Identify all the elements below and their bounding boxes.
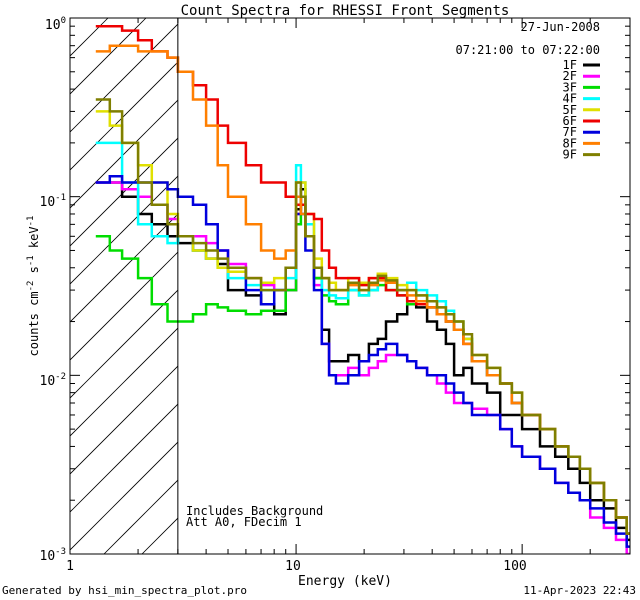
y-tick-label-3: 10-3 xyxy=(40,547,67,564)
excluded-energy-hatch xyxy=(70,18,640,554)
time-range-label: 07:21:00 to 07:22:00 xyxy=(456,43,601,57)
x-axis-label: Energy (keV) xyxy=(298,574,392,589)
annotation-background: Includes Background xyxy=(186,504,323,518)
legend-label-7f: 7F xyxy=(563,125,577,139)
date-label: 27-Jun-2008 xyxy=(521,20,600,34)
hatch-line xyxy=(446,18,640,554)
legend-label-6f: 6F xyxy=(563,114,577,128)
y-tick-label-2: 10-2 xyxy=(40,372,67,389)
legend-label-5f: 5F xyxy=(563,103,577,117)
hatch-line xyxy=(636,18,640,554)
hatch-line xyxy=(70,18,109,57)
legend-label-1f: 1F xyxy=(563,58,577,72)
series-3f xyxy=(95,195,630,535)
legend-label-8f: 8F xyxy=(563,136,577,150)
series-group xyxy=(95,24,630,554)
y-tick-label-1: 10-1 xyxy=(40,193,67,210)
y-tick-label-0: 100 xyxy=(45,16,66,33)
axis-ticks xyxy=(69,18,631,555)
plot-frame xyxy=(69,17,631,555)
hatch-line xyxy=(70,213,178,323)
series-4f xyxy=(95,141,630,535)
footer-generated-by: Generated by hsi_min_spectra_plot.pro xyxy=(2,584,247,597)
hatch-line xyxy=(408,18,640,554)
chart-title: Count Spectra for RHESSI Front Segments xyxy=(181,3,510,19)
hatch-line xyxy=(70,365,178,475)
hatch-line xyxy=(70,251,178,361)
legend-label-4f: 4F xyxy=(563,92,577,106)
hatch-line xyxy=(70,441,178,551)
footer-timestamp: 11-Apr-2023 22:43 xyxy=(523,584,636,597)
series-7f xyxy=(95,175,630,548)
hatch-line xyxy=(70,23,178,133)
hatch-line xyxy=(70,327,178,437)
series-9f xyxy=(95,98,630,535)
hatch-line xyxy=(598,18,640,554)
y-axis-label: counts cm-2 s-1 keV-1 xyxy=(26,216,41,357)
legend-label-9f: 9F xyxy=(563,148,577,162)
hatch-line xyxy=(70,403,178,513)
legend-label-3f: 3F xyxy=(563,80,577,94)
x-tick-label-10: 10 xyxy=(285,559,301,574)
legend-label-2f: 2F xyxy=(563,69,577,83)
hatch-line xyxy=(70,99,178,209)
hatch-line xyxy=(70,18,147,95)
hatch-line xyxy=(70,61,178,171)
annotation-attenuator: Att A0, FDecim 1 xyxy=(186,515,302,529)
x-tick-label-100: 100 xyxy=(503,559,526,574)
x-tick-label-1: 1 xyxy=(66,559,74,574)
